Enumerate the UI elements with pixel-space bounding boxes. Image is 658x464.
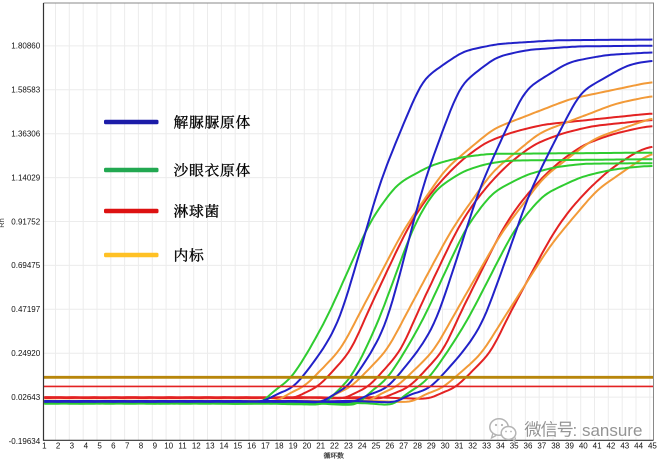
svg-text:44: 44: [634, 442, 643, 451]
svg-text:10: 10: [164, 442, 173, 451]
svg-text:26: 26: [385, 442, 394, 451]
svg-text:1.14029: 1.14029: [11, 173, 40, 182]
svg-text:15: 15: [233, 442, 242, 451]
svg-text:11: 11: [178, 442, 187, 451]
svg-text:12: 12: [192, 442, 201, 451]
svg-text:43: 43: [620, 442, 629, 451]
svg-text:34: 34: [496, 442, 505, 451]
svg-text:17: 17: [261, 442, 270, 451]
svg-text:37: 37: [537, 442, 546, 451]
svg-text:21: 21: [316, 442, 325, 451]
svg-text:23: 23: [344, 442, 353, 451]
svg-text:45: 45: [648, 442, 657, 451]
svg-text:1.36306: 1.36306: [11, 130, 40, 139]
svg-text:33: 33: [482, 442, 491, 451]
svg-text:29: 29: [427, 442, 436, 451]
svg-text:8: 8: [139, 442, 144, 451]
svg-text:6: 6: [111, 442, 116, 451]
svg-text:36: 36: [524, 442, 533, 451]
svg-text:18: 18: [275, 442, 284, 451]
svg-text:7: 7: [125, 442, 130, 451]
svg-text:40: 40: [579, 442, 588, 451]
svg-text:1: 1: [42, 442, 47, 451]
svg-text:14: 14: [220, 442, 229, 451]
svg-text:0.02643: 0.02643: [11, 393, 40, 402]
svg-text:22: 22: [330, 442, 339, 451]
svg-text:Rn: Rn: [0, 218, 6, 228]
svg-text:39: 39: [565, 442, 574, 451]
svg-text:1.80860: 1.80860: [11, 42, 40, 51]
svg-text:31: 31: [454, 442, 463, 451]
svg-text:0.69475: 0.69475: [11, 261, 40, 270]
svg-text:16: 16: [247, 442, 256, 451]
svg-text:9: 9: [153, 442, 158, 451]
svg-text:24: 24: [358, 442, 367, 451]
svg-text:41: 41: [593, 442, 602, 451]
svg-text:27: 27: [399, 442, 408, 451]
svg-text:5: 5: [97, 442, 102, 451]
svg-text:30: 30: [441, 442, 450, 451]
svg-text:19: 19: [289, 442, 298, 451]
svg-text:0.24920: 0.24920: [11, 349, 40, 358]
svg-text:4: 4: [84, 442, 89, 451]
svg-text:0.91752: 0.91752: [11, 217, 40, 226]
svg-text:0.47197: 0.47197: [11, 305, 40, 314]
svg-text:3: 3: [70, 442, 75, 451]
svg-text:2: 2: [56, 442, 61, 451]
svg-text:35: 35: [510, 442, 519, 451]
svg-text:25: 25: [372, 442, 381, 451]
svg-text:38: 38: [551, 442, 560, 451]
svg-text:32: 32: [468, 442, 477, 451]
svg-text:: sansure: : sansure: [573, 421, 643, 440]
svg-text:-0.19634: -0.19634: [9, 437, 41, 446]
svg-text:1.58583: 1.58583: [11, 86, 40, 95]
svg-text:20: 20: [302, 442, 311, 451]
svg-text:42: 42: [606, 442, 615, 451]
svg-text:13: 13: [206, 442, 215, 451]
svg-text:28: 28: [413, 442, 422, 451]
